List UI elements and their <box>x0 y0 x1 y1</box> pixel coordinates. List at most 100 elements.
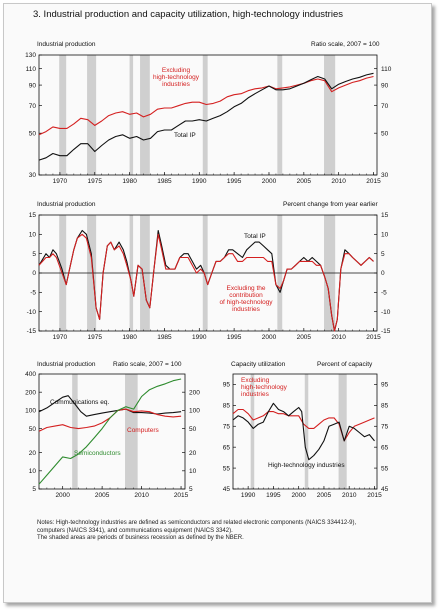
p3-series-label-1: Computers <box>127 427 160 434</box>
p3-y-tick-label-left: 10 <box>29 468 37 475</box>
p2-y-tick-label-right: 5 <box>381 251 385 258</box>
p2-right-header: Percent change from year earlier <box>283 201 378 208</box>
p4-x-tick-label: 2015 <box>367 492 382 499</box>
figure-title: 3. Industrial production and capacity ut… <box>33 9 343 20</box>
p3-recession-band-0 <box>72 374 78 489</box>
p2-y-tick-label-right: -10 <box>381 309 391 316</box>
p3-x-tick-label: 2015 <box>174 492 189 499</box>
p2-y-tick-label-left: 10 <box>29 232 37 239</box>
p1-x-tick-label: 1975 <box>88 178 103 185</box>
p2-series-label-2: contribution <box>229 292 263 299</box>
p4-y-tick-label-right: 95 <box>381 382 389 389</box>
p2-x-tick-label: 1975 <box>88 334 103 341</box>
p4-x-tick-label: 2010 <box>342 492 357 499</box>
p2-x-tick-label: 1990 <box>192 334 207 341</box>
p1-x-tick-label: 2005 <box>297 178 312 185</box>
p2-series-excluding-the-contribution-of-high-technology-industries <box>38 233 374 332</box>
p1-x-tick-label: 1990 <box>192 178 207 185</box>
p1-x-tick-label: 2000 <box>262 178 277 185</box>
p1-y-tick-label-right: 90 <box>381 82 389 89</box>
p3-y-tick-label-right: 100 <box>189 408 200 415</box>
p2-x-tick-label: 1970 <box>53 334 68 341</box>
p1-x-tick-label: 1980 <box>122 178 137 185</box>
p4-series-excluding-high-technology-industries <box>232 408 375 442</box>
p3-y-tick-label-right: 20 <box>189 450 197 457</box>
p1-series-excluding-high-technology-industries <box>38 75 374 136</box>
p1-left-header: Industrial production <box>37 41 96 48</box>
p1-right-header: Ratio scale, 2007 = 100 <box>311 41 380 48</box>
p2-series-label-1: Excluding the <box>226 285 265 292</box>
p1-y-tick-label-left: 30 <box>29 172 37 179</box>
p3-y-tick-label-left: 200 <box>25 389 36 396</box>
p1-series-label-1: high-technology <box>153 74 200 81</box>
p3-series-computers <box>38 408 182 432</box>
p4-series-label-1: high-technology <box>241 384 288 391</box>
p4-left-header: Capacity utilization <box>231 361 286 368</box>
p4-recession-band-1 <box>304 374 309 489</box>
p1-series-label-3: Total IP <box>174 132 196 139</box>
p2-series-label-4: industries <box>232 306 261 313</box>
p2-x-tick-label: 2000 <box>262 334 277 341</box>
p1-recession-band-2 <box>129 55 134 175</box>
p3-plot-frame <box>38 373 186 490</box>
p1-recession-band-1 <box>87 55 97 175</box>
p1-y-tick-label-left: 110 <box>26 66 37 73</box>
p1-x-tick-label: 1970 <box>53 178 68 185</box>
p4-series-label-0: Excluding <box>241 377 270 384</box>
note-line-2: computers (NAICS 3341), and communicatio… <box>37 527 233 534</box>
p2-y-tick-label-right: 15 <box>381 212 389 219</box>
p4-y-tick-label-left: 55 <box>223 465 231 472</box>
p1-series-label-0: Excluding <box>162 67 191 74</box>
p4-y-tick-label-right: 65 <box>381 444 389 451</box>
p4-x-tick-label: 2005 <box>317 492 332 499</box>
p4-recession-band-2 <box>338 374 347 489</box>
p3-y-tick-label-left: 20 <box>29 450 37 457</box>
p3-left-header: Industrial production <box>37 361 96 368</box>
p4-y-tick-label-left: 45 <box>223 486 231 493</box>
p4-y-tick-label-right: 85 <box>381 403 389 410</box>
figure-notes: Notes: High-technology industries are de… <box>37 520 422 543</box>
p3-y-tick-label-right: 10 <box>189 468 197 475</box>
p3-y-tick-label-left: 400 <box>25 371 36 378</box>
p1-x-tick-label: 1995 <box>227 178 242 185</box>
p2-y-tick-label-left: 0 <box>32 270 36 277</box>
p1-recession-band-4 <box>202 55 208 175</box>
p4-x-tick-label: 1995 <box>266 492 281 499</box>
p3-y-tick-label-left: 100 <box>25 408 36 415</box>
p1-series-label-2: industries <box>162 81 191 88</box>
p2-x-tick-label: 1985 <box>157 334 172 341</box>
p2-y-tick-label-right: 0 <box>381 270 385 277</box>
p1-y-tick-label-left: 50 <box>29 130 37 137</box>
p1-series-total-ip <box>38 72 374 161</box>
p3-x-tick-label: 2000 <box>55 492 70 499</box>
p2-left-header: Industrial production <box>37 201 96 208</box>
p2-x-tick-label: 2005 <box>297 334 312 341</box>
p4-series-high-technology-industries <box>232 402 375 461</box>
p4-y-tick-label-right: 75 <box>381 423 389 430</box>
p4-y-tick-label-left: 75 <box>223 423 231 430</box>
p2-x-tick-label: 2010 <box>331 334 346 341</box>
p3-y-tick-label-left: 50 <box>29 426 37 433</box>
p4-y-tick-label-left: 65 <box>223 444 231 451</box>
p1-y-tick-label-left: 90 <box>29 82 37 89</box>
note-line-1: Notes: High-technology industries are de… <box>37 520 357 526</box>
p1-y-tick-label-right: 50 <box>381 130 389 137</box>
p2-y-tick-label-left: -15 <box>27 328 37 335</box>
p4-series-label-3: High-technology industries <box>268 462 345 469</box>
p2-y-tick-label-right: -5 <box>381 290 387 297</box>
p1-y-tick-label-right: 30 <box>381 172 389 179</box>
p3-recession-band-1 <box>125 374 138 489</box>
p1-recession-band-5 <box>277 55 283 175</box>
p2-y-tick-label-left: 5 <box>32 251 36 258</box>
note-line-3: The shaded areas are periods of business… <box>37 535 244 541</box>
p2-x-tick-label: 2015 <box>366 334 381 341</box>
p1-recession-band-3 <box>140 55 150 175</box>
p2-y-tick-label-right: 10 <box>381 232 389 239</box>
p4-y-tick-label-left: 95 <box>223 382 231 389</box>
p2-series-label-0: Total IP <box>244 233 266 240</box>
p2-x-tick-label: 1995 <box>227 334 242 341</box>
p3-series-semiconductors <box>38 378 182 485</box>
p2-y-tick-label-left: -10 <box>27 309 37 316</box>
p1-plot-frame <box>38 54 378 176</box>
